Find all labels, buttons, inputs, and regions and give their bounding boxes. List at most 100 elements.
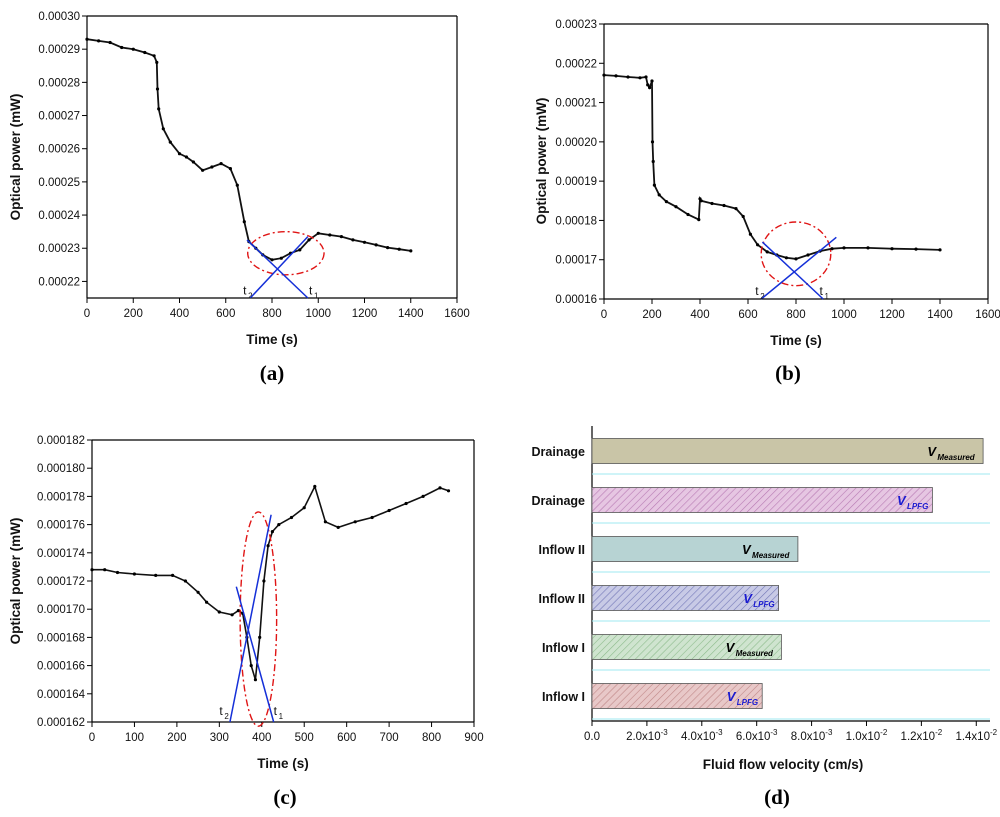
- x-axis-label: Fluid flow velocity (cm/s): [703, 757, 864, 772]
- x-tick-label: 8.0x10-3: [791, 728, 833, 743]
- x-tick-label: 800: [786, 309, 805, 321]
- data-point: [270, 530, 274, 534]
- time-annotation-sub: 2: [760, 292, 765, 301]
- data-point: [289, 515, 294, 520]
- data-point: [362, 240, 367, 244]
- fit-lines: [760, 236, 837, 300]
- fit-line: [761, 241, 824, 300]
- data-point: [120, 45, 124, 50]
- data-point: [336, 525, 340, 530]
- data-point: [648, 86, 652, 90]
- data-point: [650, 140, 655, 144]
- y-tick-label: 0.00022: [555, 58, 597, 70]
- x-tick-label: 6.0x10-3: [736, 728, 778, 743]
- bar-label: V: [742, 542, 752, 557]
- y-tick-label: 0.000172: [37, 576, 85, 588]
- data-point: [664, 200, 669, 204]
- x-tick-label: 1.2x10-2: [901, 728, 943, 743]
- category-label: Drainage: [532, 494, 586, 508]
- y-tick-label: 0.00021: [555, 98, 597, 110]
- y-tick-label: 0.00023: [38, 243, 80, 255]
- data-point: [644, 75, 648, 79]
- data-point: [866, 246, 870, 250]
- data-point: [734, 207, 738, 211]
- y-tick-label: 0.00020: [555, 137, 597, 149]
- bar-label-sub: LPFG: [753, 600, 774, 609]
- x-tick-label: 0: [84, 308, 90, 320]
- x-tick-label: 1400: [398, 308, 424, 320]
- bar-label: V: [743, 591, 753, 606]
- x-tick-label: 1000: [305, 308, 331, 320]
- tick-base: 2.0x10: [626, 731, 661, 743]
- panel-label: (c): [273, 785, 296, 809]
- x-tick-label: 0.0: [584, 731, 600, 743]
- fit-line: [249, 236, 309, 299]
- time-annotation-sub: 2: [224, 712, 229, 721]
- data-point: [938, 248, 942, 252]
- x-tick-label: 900: [464, 732, 483, 744]
- tick-exponent: -2: [935, 728, 943, 737]
- data-point: [205, 600, 209, 604]
- data-point: [97, 39, 101, 43]
- data-point: [614, 74, 618, 78]
- time-annotation-sub: 1: [279, 712, 284, 721]
- x-tick-label: 200: [167, 732, 186, 744]
- data-point: [353, 520, 357, 524]
- data-point: [784, 256, 789, 260]
- data-point: [651, 159, 655, 164]
- x-ticks: 0 200 400 600 800 1000 1200 1400 1600: [84, 298, 470, 320]
- data-point: [183, 579, 187, 583]
- data-point: [806, 253, 810, 257]
- fit-line: [235, 586, 275, 723]
- data-point: [386, 246, 390, 250]
- data-point: [228, 167, 232, 171]
- y-tick-label: 0.00027: [38, 111, 80, 123]
- data-point: [307, 238, 311, 242]
- y-tick-label: 0.000178: [37, 491, 85, 503]
- tick-exponent: -2: [880, 728, 888, 737]
- time-annotation-sub: 1: [825, 292, 830, 301]
- category-label: Inflow II: [538, 543, 585, 557]
- time-annotation: t: [309, 284, 313, 298]
- tick-base: 1.0x10: [846, 731, 881, 743]
- fit-lines: [229, 514, 275, 723]
- data-point: [249, 664, 253, 668]
- category-label: Inflow I: [542, 641, 585, 655]
- y-ticks: 0.00022 0.00023 0.00024 0.00025 0.00026 0.000…: [38, 11, 87, 288]
- data-point: [741, 214, 745, 219]
- data-point: [262, 579, 266, 583]
- bar: [591, 634, 782, 660]
- x-tick-label: 200: [642, 309, 661, 321]
- x-tick-label: 1600: [975, 309, 1000, 321]
- highlight-circle: [239, 511, 278, 727]
- y-tick-label: 0.000168: [37, 632, 85, 644]
- bar: [591, 683, 763, 709]
- data-point: [155, 60, 159, 64]
- y-ticks: 0.000162 0.000164 0.000166 0.000168 0.000170…: [37, 435, 92, 729]
- data-point: [155, 87, 160, 91]
- tick-exponent: -2: [990, 728, 998, 737]
- data-point: [404, 501, 408, 506]
- data-point: [108, 40, 112, 45]
- fit-line: [246, 239, 309, 299]
- y-axis-label: Optical power (mW): [8, 94, 23, 221]
- bar: [591, 585, 780, 611]
- y-axis-label: Optical power (mW): [534, 98, 549, 225]
- data-point: [258, 635, 262, 640]
- time-annotation: t: [755, 284, 759, 298]
- category-labels: Drainage Drainage Inflow II Inflow II Inflow…: [532, 445, 586, 704]
- x-tick-label: 400: [252, 732, 271, 744]
- data-point: [196, 590, 200, 594]
- x-tick-label: 1.0x10-2: [846, 728, 888, 743]
- fit-line: [229, 514, 272, 723]
- data-point: [230, 613, 234, 617]
- y-tick-label: 0.000166: [37, 661, 85, 673]
- tick-base: 8.0x10: [791, 731, 826, 743]
- y-tick-label: 0.00030: [38, 11, 80, 23]
- x-axis-label: Time (s): [770, 333, 822, 348]
- y-tick-label: 0.00017: [555, 255, 597, 267]
- y-tick-label: 0.000170: [37, 604, 85, 616]
